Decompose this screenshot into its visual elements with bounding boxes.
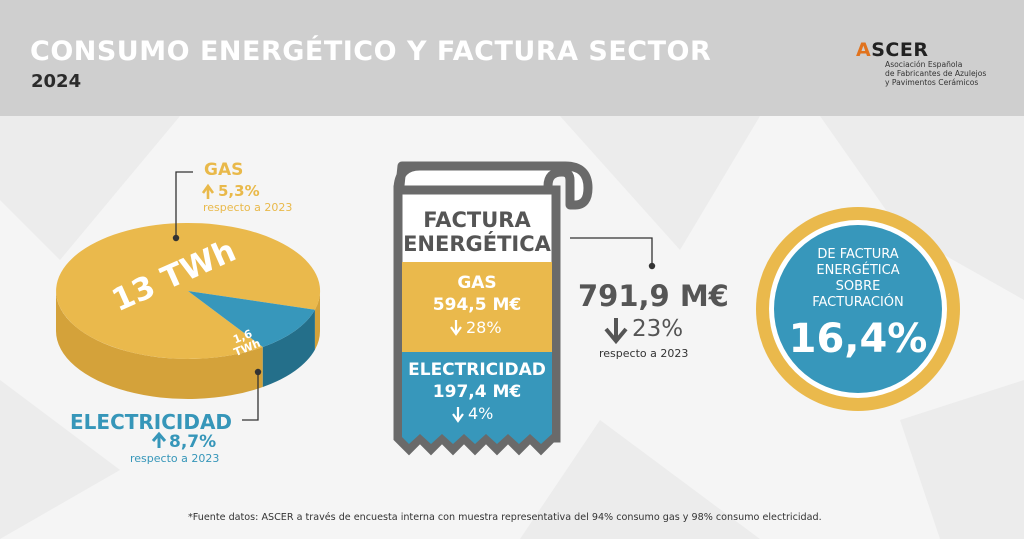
invoice-title-line-1: FACTURA <box>423 208 531 232</box>
invoice-gas-band <box>402 262 552 352</box>
pie-chart: 13 TWh 1,6TWh <box>56 222 321 399</box>
share-line-3: SOBRE <box>835 279 881 294</box>
electricity-label: ELECTRICIDAD <box>70 410 233 434</box>
share-line-2: ENERGÉTICA <box>816 263 900 278</box>
total-down-arrow-icon <box>604 318 628 345</box>
page-title: CONSUMO ENERGÉTICO Y FACTURA SECTOR <box>30 36 712 67</box>
background-facets <box>0 116 1024 539</box>
share-value: 16,4% <box>788 316 928 362</box>
electricity-leader-line <box>242 372 259 421</box>
invoice-gas-value: 594,5 M€ <box>432 295 522 315</box>
logo-line-2: de Fabricantes de Azulejos <box>885 69 987 78</box>
electricity-compare: respecto a 2023 <box>130 452 220 465</box>
invoice-gas-label: GAS <box>457 273 497 293</box>
electricity-up-arrow-icon <box>151 431 167 448</box>
logo-line-1: Asociación Española <box>885 60 963 69</box>
source-footnote: *Fuente datos: ASCER a través de encuest… <box>188 512 822 523</box>
page-year: 2024 <box>31 71 82 92</box>
invoice-gas-down-arrow-icon <box>450 320 462 336</box>
total-leader-line <box>570 237 653 266</box>
gas-up-arrow-icon <box>201 183 215 199</box>
electricity-leader-dot <box>254 368 262 376</box>
share-disc <box>774 225 942 393</box>
header-bar: CONSUMO ENERGÉTICO Y FACTURA SECTOR 2024… <box>0 0 1024 116</box>
gas-label: GAS <box>204 160 244 180</box>
invoice-electricity-change: 4% <box>468 404 494 423</box>
total-leader-dot <box>648 262 656 270</box>
invoice-electricity-value: 197,4 M€ <box>432 382 522 402</box>
pie-slice-gas <box>56 222 321 359</box>
invoice-total: 791,9 M€ <box>578 279 729 313</box>
invoice-total-change: 23% <box>632 316 684 342</box>
electricity-change: 8,7% <box>169 432 217 452</box>
logo-wordmark: ASCER <box>856 40 996 60</box>
invoice-electricity-down-arrow-icon <box>452 407 464 423</box>
gas-compare: respecto a 2023 <box>203 201 293 214</box>
invoice-electricity-label: ELECTRICIDAD <box>408 360 546 380</box>
invoice-electricity-band <box>402 352 552 444</box>
pie-slice-electricity <box>188 291 315 347</box>
invoice-title-line-2: ENERGÉTICA <box>403 232 551 256</box>
share-line-1: DE FACTURA <box>817 247 899 262</box>
invoice-gas-change: 28% <box>466 318 502 337</box>
pie-side-gas <box>56 291 321 399</box>
gas-change: 5,3% <box>218 182 260 200</box>
ascer-logo: ASCER Asociación Española de Fabricantes… <box>856 40 996 87</box>
logo-letters: SCER <box>871 39 929 61</box>
invoice-scroll <box>393 161 593 456</box>
pie-side-electricity <box>262 309 315 387</box>
invoice-total-compare: respecto a 2023 <box>599 347 689 360</box>
gas-leader-line <box>175 171 193 238</box>
share-line-4: FACTURACIÓN <box>812 295 904 310</box>
logo-line-3: y Pavimentos Cerámicos <box>885 78 979 87</box>
logo-letter-a: A <box>856 39 872 61</box>
gas-leader-dot <box>172 234 180 242</box>
